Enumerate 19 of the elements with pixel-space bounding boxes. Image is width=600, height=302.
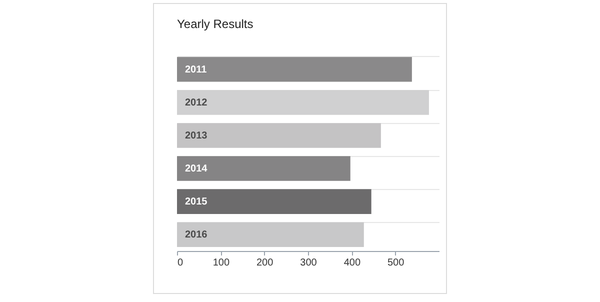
bar (177, 123, 381, 148)
y-tick-label: 2014 (185, 164, 208, 175)
y-tick-label: 2011 (185, 64, 208, 76)
bar (177, 56, 412, 82)
y-tick-label: 2016 (185, 230, 208, 241)
x-tick-label: 0 (178, 258, 184, 268)
bar (177, 189, 372, 214)
chart-title: Yearly Results (177, 17, 254, 31)
x-tick-label: 100 (212, 258, 230, 268)
y-tick-label: 2013 (185, 130, 208, 142)
bar (177, 90, 429, 115)
x-tick-label: 300 (300, 258, 318, 268)
x-tick-label: 200 (256, 258, 274, 268)
y-tick-label: 2015 (185, 196, 208, 208)
y-tick-label: 2012 (185, 97, 208, 108)
x-tick-label: 500 (387, 258, 405, 268)
bar (177, 156, 350, 181)
bar (177, 222, 364, 248)
x-tick-label: 400 (344, 258, 361, 268)
